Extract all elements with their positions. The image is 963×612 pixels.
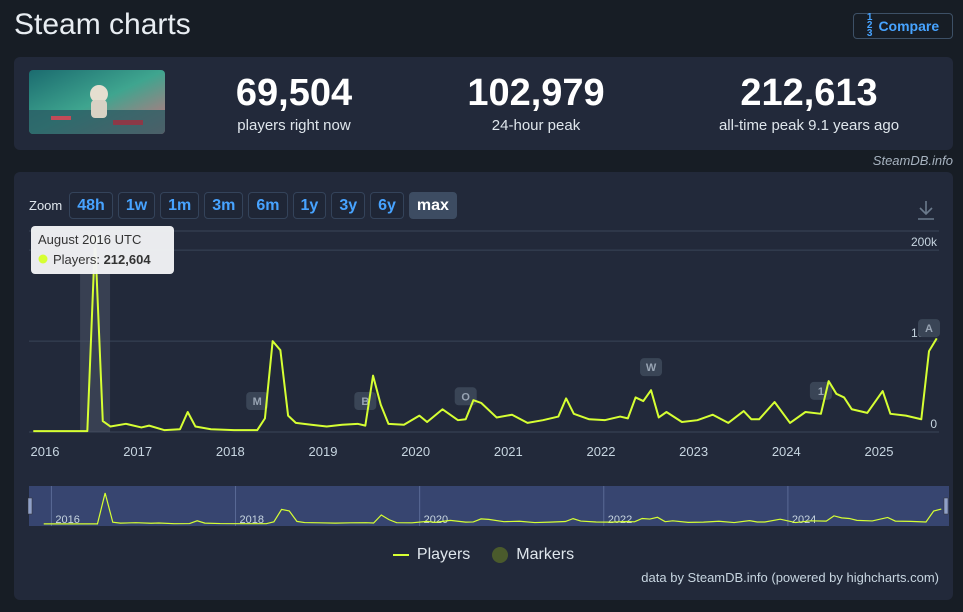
stat-24h-value: 102,979 bbox=[467, 72, 605, 114]
x-tick-label: 2016 bbox=[31, 444, 60, 459]
tooltip-value: Players: 212,604 bbox=[53, 252, 151, 267]
zoom-max-button[interactable]: max bbox=[408, 192, 457, 219]
x-tick-label: 2023 bbox=[679, 444, 708, 459]
marker-label: M bbox=[253, 396, 262, 408]
legend-players-label: Players bbox=[416, 546, 471, 563]
navigator-tick-label: 2020 bbox=[424, 514, 448, 526]
navigator-tick-label: 2018 bbox=[240, 514, 264, 526]
stat-alltime-label: all-time peak 9.1 years ago bbox=[718, 117, 900, 134]
navigator-handle-right bbox=[943, 497, 949, 515]
legend-markers-label: Markers bbox=[516, 546, 575, 563]
tooltip-box bbox=[31, 226, 174, 274]
x-tick-label: 2022 bbox=[587, 444, 616, 459]
stat-24h: 102,979 24-hour peak bbox=[421, 71, 651, 134]
marker-label: W bbox=[646, 362, 657, 374]
tooltip-dot bbox=[38, 254, 48, 264]
x-tick-label: 2024 bbox=[772, 444, 801, 459]
marker-flag bbox=[640, 358, 663, 377]
tooltip: August 2016 UTC Players: 212,604 bbox=[31, 226, 174, 274]
download-icon[interactable] bbox=[917, 200, 935, 220]
legend: Players Markers bbox=[14, 546, 953, 564]
navigator-tick-label: 2022 bbox=[608, 514, 632, 526]
x-tick-label: 2021 bbox=[494, 444, 523, 459]
stat-24h-label: 24-hour peak bbox=[491, 117, 581, 134]
stat-current-label: players right now bbox=[237, 117, 351, 134]
highcharts-credit[interactable]: data by SteamDB.info (powered by highcha… bbox=[641, 570, 939, 585]
players-line-icon bbox=[392, 554, 409, 556]
legend-markers[interactable]: Markers bbox=[492, 546, 574, 564]
steamdb-credit[interactable]: SteamDB.info bbox=[872, 153, 953, 168]
marker-flag bbox=[918, 319, 941, 338]
x-axis-labels: 2016 2017 2018 2019 2020 2021 2022 2023 2024 2025 bbox=[31, 444, 894, 459]
game-thumbnail[interactable] bbox=[29, 70, 165, 134]
marker-flag bbox=[454, 387, 477, 406]
zoom-1y-button[interactable]: 1y bbox=[292, 192, 327, 219]
marker-label: O bbox=[461, 391, 470, 403]
marker-label: B bbox=[361, 396, 369, 408]
navigator-tick-label: 2016 bbox=[55, 514, 79, 526]
navigator-tick-label: 2024 bbox=[792, 514, 816, 526]
stat-current: 69,504 players right now bbox=[179, 71, 409, 134]
zoom-label: Zoom bbox=[29, 198, 63, 213]
stat-alltime: 212,613 all-time peak 9.1 years ago bbox=[694, 71, 924, 134]
page-title: Steam charts bbox=[14, 8, 191, 41]
navigator-line bbox=[43, 492, 942, 525]
x-tick-label: 2018 bbox=[216, 444, 245, 459]
tooltip-title: August 2016 UTC bbox=[38, 232, 141, 247]
zoom-6m-button[interactable]: 6m bbox=[248, 192, 288, 219]
zoom-1m-button[interactable]: 1m bbox=[160, 192, 200, 219]
marker-label: A bbox=[925, 323, 933, 335]
y-tick-label: 200k bbox=[911, 235, 938, 249]
stat-current-value: 69,504 bbox=[235, 72, 353, 114]
zoom-48h-button[interactable]: 48h bbox=[69, 192, 113, 219]
zoom-1w-button[interactable]: 1w bbox=[117, 192, 156, 219]
stats-panel: 69,504 players right now 102,979 24-hour… bbox=[14, 57, 953, 150]
chart-panel: Zoom 48h 1w 1m 3m 6m 1y 3y 6y max 0100k2… bbox=[14, 172, 953, 600]
marker-label: 1 bbox=[818, 386, 824, 398]
navigator-handle-left bbox=[27, 497, 33, 515]
zoom-3y-button[interactable]: 3y bbox=[331, 192, 366, 219]
zoom-bar: Zoom 48h 1w 1m 3m 6m 1y 3y 6y max bbox=[29, 192, 457, 219]
x-tick-label: 2019 bbox=[309, 444, 338, 459]
markers-circle-icon bbox=[492, 547, 509, 563]
x-tick-label: 2017 bbox=[123, 444, 152, 459]
x-tick-label: 2020 bbox=[401, 444, 430, 459]
players-series-line bbox=[33, 237, 938, 433]
x-tick-label: 2025 bbox=[865, 444, 894, 459]
compare-label: Compare bbox=[878, 18, 940, 34]
navigator: 2016 2018 2020 2022 2024 bbox=[27, 486, 949, 526]
zoom-3m-button[interactable]: 3m bbox=[204, 192, 244, 219]
y-tick-label: 0 bbox=[930, 417, 937, 431]
legend-players[interactable]: Players bbox=[392, 546, 471, 564]
chart-svg: 0100k200k 201620172018201920202021202220… bbox=[27, 226, 949, 526]
zoom-6y-button[interactable]: 6y bbox=[370, 192, 404, 219]
stat-alltime-value: 212,613 bbox=[740, 72, 878, 114]
event-markers: M B O W 1 A bbox=[246, 319, 941, 410]
marker-flag bbox=[246, 392, 269, 410]
